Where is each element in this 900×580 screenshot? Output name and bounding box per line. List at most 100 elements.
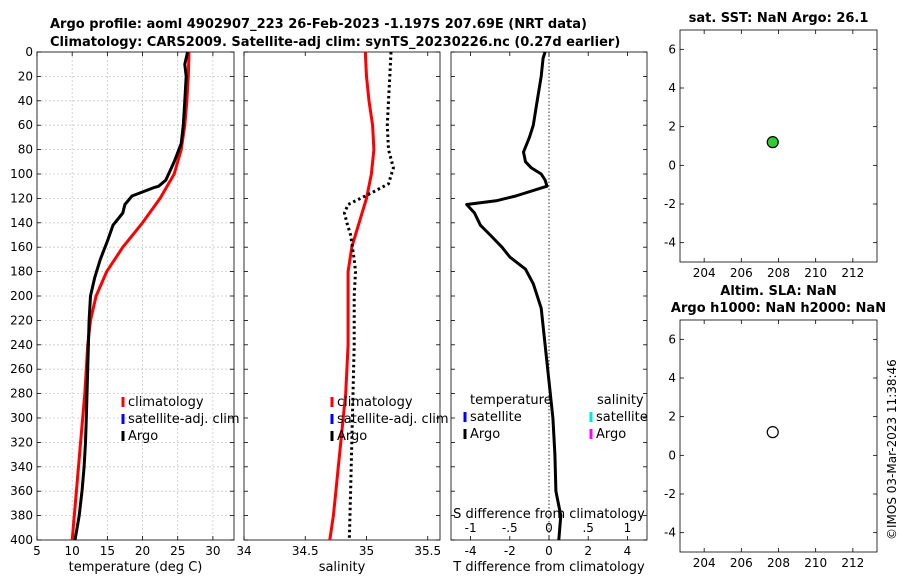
x-tick-label: 204: [693, 266, 716, 280]
x-tick-label: 210: [804, 266, 827, 280]
x-tick-label: 204: [693, 556, 716, 570]
sal-legend-entry: Argo: [337, 429, 367, 444]
diff-legend-title-temperature: temperature: [470, 393, 552, 408]
diff-legend-sal-entry: Argo: [596, 427, 626, 442]
y-tick-label: 4: [668, 81, 676, 95]
diff-legend-sal-entry: satellite: [596, 410, 648, 425]
diff-argo-line: [465, 51, 563, 541]
y-tick-label: -2: [664, 197, 676, 211]
x-tick-label: 208: [767, 556, 790, 570]
sst-point: [766, 136, 779, 149]
x-tick-label: 2: [584, 544, 592, 558]
x-axis-label: temperature (deg C): [69, 560, 203, 575]
axes-box: [679, 29, 878, 263]
y-tick-label: -4: [664, 236, 676, 250]
x-tick-label: 10: [65, 544, 80, 558]
y-tick-label: 340: [10, 460, 33, 474]
y-tick-label: 220: [10, 313, 33, 327]
sal-legend-entry: satellite-adj. clim: [337, 412, 449, 427]
temp-legend-entry: satellite-adj. clim: [128, 412, 240, 427]
y-tick-label: 2: [668, 120, 676, 134]
x-tick-label: 34.5: [292, 544, 319, 558]
diff-legend-title-salinity: salinity: [597, 393, 644, 408]
axes-box: [450, 51, 648, 541]
y-tick-label: 6: [668, 42, 676, 56]
panel-sla: 204 206 208 210 212 -4 -2 0 2 4 6 Altim. SLA: NaN Ar…: [664, 284, 886, 570]
y-tick-label: -4: [664, 526, 676, 540]
y-tick-label: 140: [10, 216, 33, 230]
y-tick-label: 180: [10, 265, 33, 279]
y-tick-label: 240: [10, 338, 33, 352]
axes-box: [679, 319, 878, 553]
temp-legend-entry: Argo: [128, 429, 158, 444]
y-tick-label: 4: [668, 371, 676, 385]
y-tick-label: 20: [18, 69, 33, 83]
y-tick-label: 0: [25, 45, 33, 59]
sla-title-line2: Argo h1000: NaN h2000: NaN: [671, 301, 886, 316]
diff-legend-temp-entry: Argo: [470, 427, 500, 442]
temp-argo-line: [73, 51, 190, 541]
sla-title-line1: Altim. SLA: NaN: [720, 284, 836, 299]
y-tick-label: 0: [668, 158, 676, 172]
sla-point: [766, 426, 779, 439]
main-title-line1: Argo profile: aoml 4902907_223 26-Feb-20…: [50, 17, 587, 32]
x-tick-label: 25: [170, 544, 185, 558]
x-tick-label: 35.5: [414, 544, 441, 558]
x-top-tick-label: .5: [582, 521, 593, 535]
y-tick-label: 0: [668, 448, 676, 462]
x-tick-label: 30: [205, 544, 220, 558]
x-tick-label: 206: [730, 266, 753, 280]
y-tick-label: -2: [664, 487, 676, 501]
y-tick-label: 40: [18, 94, 33, 108]
timestamp: ©IMOS 03-Mar-2023 11:38:46: [885, 359, 899, 540]
x-tick-label: 212: [841, 266, 864, 280]
x-tick-label: -4: [465, 544, 477, 558]
x-axis-label: T difference from climatology: [452, 560, 645, 575]
sst-title: sat. SST: NaN Argo: 26.1: [689, 11, 869, 26]
y-tick-label: 60: [18, 118, 33, 132]
x-axis-label: salinity: [319, 560, 366, 575]
y-tick-label: 6: [668, 332, 676, 346]
y-tick-label: 2: [668, 410, 676, 424]
y-tick-label: 260: [10, 362, 33, 376]
y-tick-label: 360: [10, 484, 33, 498]
sal-argo-line: [342, 51, 395, 541]
panel-temperature: 5 10 15 20 25 3002040608010012014016018020022…: [10, 45, 240, 575]
panel-sst: 204 206 208 210 212 -4 -2 0 2 4 6 sat. SST: NaN Arg…: [664, 11, 878, 280]
y-tick-label: 380: [10, 509, 33, 523]
x-tick-label: 15: [100, 544, 115, 558]
y-tick-label: 200: [10, 289, 33, 303]
x-tick-label: 35: [359, 544, 374, 558]
x-top-tick-label: 0: [545, 521, 553, 535]
panel-salinity: 34 34.5 35 35.5 salinity climatology satellite…: [236, 51, 449, 575]
x-tick-label: 208: [767, 266, 790, 280]
y-tick-label: 120: [10, 191, 33, 205]
y-tick-label: 100: [10, 167, 33, 181]
y-tick-label: 160: [10, 240, 33, 254]
y-tick-label: 320: [10, 435, 33, 449]
x-tick-label: 34: [236, 544, 251, 558]
x-tick-label: -2: [504, 544, 516, 558]
x-tick-label: 210: [804, 556, 827, 570]
x-top-tick-label: 1: [624, 521, 632, 535]
sal-legend-entry: climatology: [337, 395, 413, 410]
panel-difference: -4 -2 0 2 4 T difference from climatology -1 -.…: [450, 51, 648, 575]
y-tick-label: 80: [18, 143, 33, 157]
x-tick-label: 20: [135, 544, 150, 558]
x-top-tick-label: -1: [465, 521, 477, 535]
y-tick-label: 300: [10, 411, 33, 425]
y-tick-label: 400: [10, 533, 33, 547]
x-tick-label: 206: [730, 556, 753, 570]
y-tick-label: 280: [10, 387, 33, 401]
main-title-line2: Climatology: CARS2009. Satellite-adj cli…: [50, 35, 620, 50]
x-tick-label: 0: [545, 544, 553, 558]
x-tick-label: 4: [624, 544, 632, 558]
axes-box: [243, 51, 441, 541]
diff-legend-temp-entry: satellite: [470, 410, 522, 425]
temp-legend-entry: climatology: [128, 395, 204, 410]
x-tick-label: 5: [33, 544, 41, 558]
x-top-axis-label: S difference from climatology: [453, 507, 645, 522]
x-tick-label: 212: [841, 556, 864, 570]
sal-climatology-line: [328, 51, 376, 541]
